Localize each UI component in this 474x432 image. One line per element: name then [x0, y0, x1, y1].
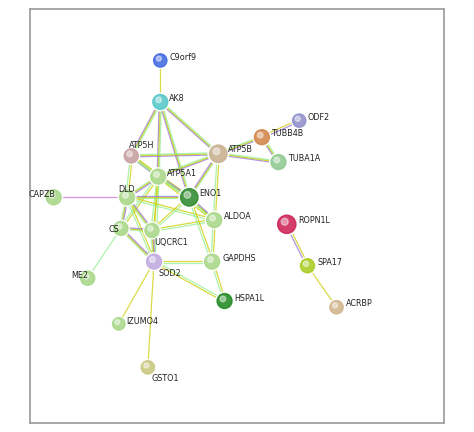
Circle shape: [328, 299, 345, 315]
Circle shape: [113, 318, 125, 330]
Circle shape: [179, 187, 200, 208]
Circle shape: [152, 93, 169, 111]
Circle shape: [207, 213, 222, 228]
Circle shape: [145, 223, 159, 238]
Circle shape: [333, 303, 337, 308]
Circle shape: [156, 97, 162, 103]
Circle shape: [117, 224, 122, 229]
Text: ODF2: ODF2: [308, 113, 329, 122]
Circle shape: [301, 259, 315, 273]
Circle shape: [184, 191, 191, 198]
Text: GAPDHS: GAPDHS: [222, 254, 255, 263]
Text: DLD: DLD: [118, 184, 135, 194]
Circle shape: [208, 143, 228, 164]
Circle shape: [114, 221, 128, 235]
Text: AK8: AK8: [169, 94, 185, 103]
Circle shape: [46, 190, 61, 205]
Circle shape: [208, 257, 213, 262]
Circle shape: [81, 271, 95, 285]
Circle shape: [150, 257, 155, 262]
Circle shape: [292, 114, 306, 127]
Circle shape: [295, 116, 300, 121]
Circle shape: [274, 157, 280, 163]
Text: ME2: ME2: [71, 271, 88, 280]
Circle shape: [151, 169, 166, 184]
Text: CAPZB: CAPZB: [29, 190, 55, 199]
Circle shape: [111, 317, 126, 331]
Text: IZUMO4: IZUMO4: [126, 317, 158, 326]
Text: CS: CS: [109, 225, 119, 234]
Text: TUBA1A: TUBA1A: [288, 154, 320, 163]
Circle shape: [257, 132, 263, 138]
Circle shape: [79, 270, 96, 286]
Circle shape: [127, 151, 132, 156]
Circle shape: [281, 218, 288, 225]
Circle shape: [154, 172, 159, 178]
Text: ATP5H: ATP5H: [129, 141, 155, 150]
Circle shape: [146, 254, 162, 269]
Text: UQCRC1: UQCRC1: [154, 238, 188, 248]
Circle shape: [115, 320, 120, 324]
Circle shape: [205, 254, 219, 269]
Text: ENO1: ENO1: [199, 189, 221, 198]
Circle shape: [154, 54, 167, 67]
Circle shape: [119, 190, 135, 205]
Circle shape: [255, 130, 269, 145]
Circle shape: [220, 296, 226, 302]
Circle shape: [278, 215, 296, 233]
Text: TUBB4B: TUBB4B: [271, 130, 303, 138]
Circle shape: [153, 95, 168, 109]
Text: SOD2: SOD2: [158, 269, 181, 278]
Text: ACRBP: ACRBP: [346, 299, 373, 308]
Circle shape: [149, 168, 167, 185]
Circle shape: [49, 192, 55, 198]
Text: ROPN1L: ROPN1L: [298, 216, 330, 226]
Circle shape: [203, 253, 221, 270]
Circle shape: [210, 145, 227, 162]
Circle shape: [148, 226, 153, 231]
Text: SPA17: SPA17: [318, 258, 342, 267]
Circle shape: [156, 56, 161, 61]
Circle shape: [153, 53, 168, 68]
Text: ATP5B: ATP5B: [228, 145, 253, 154]
Circle shape: [292, 113, 307, 128]
Circle shape: [303, 261, 309, 267]
Circle shape: [213, 148, 220, 155]
Text: HSPA1L: HSPA1L: [235, 294, 264, 303]
Circle shape: [270, 153, 287, 171]
Circle shape: [253, 128, 271, 146]
Circle shape: [118, 188, 136, 206]
Circle shape: [123, 192, 128, 198]
Circle shape: [140, 359, 155, 375]
Circle shape: [216, 292, 233, 310]
Circle shape: [124, 149, 138, 163]
Circle shape: [144, 363, 149, 368]
Circle shape: [123, 148, 139, 164]
Circle shape: [45, 188, 63, 206]
Circle shape: [217, 294, 232, 308]
Circle shape: [141, 361, 155, 374]
Circle shape: [181, 189, 198, 206]
Circle shape: [83, 273, 89, 279]
Circle shape: [271, 155, 286, 169]
Text: C9orf9: C9orf9: [169, 53, 197, 62]
Circle shape: [112, 220, 129, 237]
Circle shape: [144, 222, 160, 239]
Circle shape: [210, 215, 215, 221]
Circle shape: [276, 213, 298, 235]
Text: ALDOA: ALDOA: [224, 213, 252, 221]
Circle shape: [145, 253, 163, 270]
Circle shape: [299, 257, 316, 274]
Circle shape: [330, 301, 343, 314]
Circle shape: [205, 211, 223, 229]
Text: ATP5A1: ATP5A1: [167, 169, 197, 178]
Text: GSTO1: GSTO1: [152, 374, 180, 383]
